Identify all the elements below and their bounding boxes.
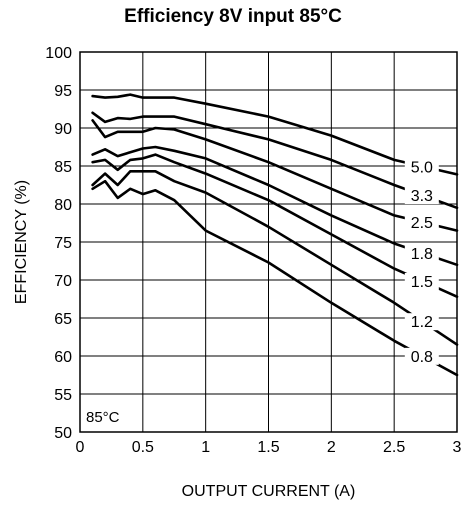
series-labels: 5.0 3.3 2.5 1.8 1.5 1.2 0.8	[404, 158, 439, 366]
series-line-0.8	[91, 179, 459, 377]
series-label-background	[404, 244, 439, 262]
x-tick-label: 1.5	[257, 439, 279, 456]
series-label-3.3: 3.3	[411, 188, 433, 205]
series-lines	[91, 93, 459, 377]
series-line-2.5	[91, 119, 459, 232]
y-tick-label: 50	[54, 425, 72, 442]
x-tick-label: 1	[201, 439, 210, 456]
x-tick-label: 3	[453, 439, 462, 456]
series-line-3.3	[91, 111, 459, 210]
x-tick-label: 2.5	[383, 439, 405, 456]
series-label-background	[404, 272, 439, 290]
x-tick-label: 0	[76, 439, 85, 456]
plot-frame	[79, 51, 458, 433]
series-label-5.0: 5.0	[411, 159, 433, 176]
y-tick-label: 100	[45, 45, 72, 62]
grid-lines	[80, 52, 457, 432]
y-axis-label: EFFICIENCY (%)	[13, 180, 30, 304]
temperature-annotation: 85°C	[86, 409, 120, 426]
series-label-background	[404, 347, 439, 365]
y-tick-label: 60	[54, 349, 72, 366]
series-label-1.2: 1.2	[411, 314, 433, 331]
series-line-1.2	[91, 170, 459, 346]
series-line-1.5	[91, 153, 459, 298]
series-label-background	[404, 214, 439, 232]
y-tick-label: 65	[54, 311, 72, 328]
series-line-1.8	[91, 145, 459, 267]
y-tick-label: 95	[54, 83, 72, 100]
series-label-background	[404, 158, 439, 176]
series-label-0.8: 0.8	[411, 349, 433, 366]
y-tick-label: 70	[54, 273, 72, 290]
x-tick-label: 2	[327, 439, 336, 456]
series-label-1.8: 1.8	[411, 246, 433, 263]
series-line-5.0	[91, 93, 459, 176]
series-label-1.5: 1.5	[411, 274, 433, 291]
y-tick-label: 90	[54, 121, 72, 138]
x-tick-label: 0.5	[132, 439, 154, 456]
y-tick-label: 75	[54, 235, 72, 252]
y-tick-label: 80	[54, 197, 72, 214]
series-label-2.5: 2.5	[411, 215, 433, 232]
tick-labels: 0 0.5 1 1.5 2 2.5 3 50 55 60 65 70 75 80 85 90 95 100	[45, 45, 461, 456]
y-tick-label: 85	[54, 159, 72, 176]
chart-title: Efficiency 8V input 85°C	[124, 6, 342, 27]
series-label-background	[404, 187, 439, 205]
series-label-background	[404, 313, 439, 331]
x-axis-label: OUTPUT CURRENT (A)	[182, 483, 356, 500]
y-tick-label: 55	[54, 387, 72, 404]
